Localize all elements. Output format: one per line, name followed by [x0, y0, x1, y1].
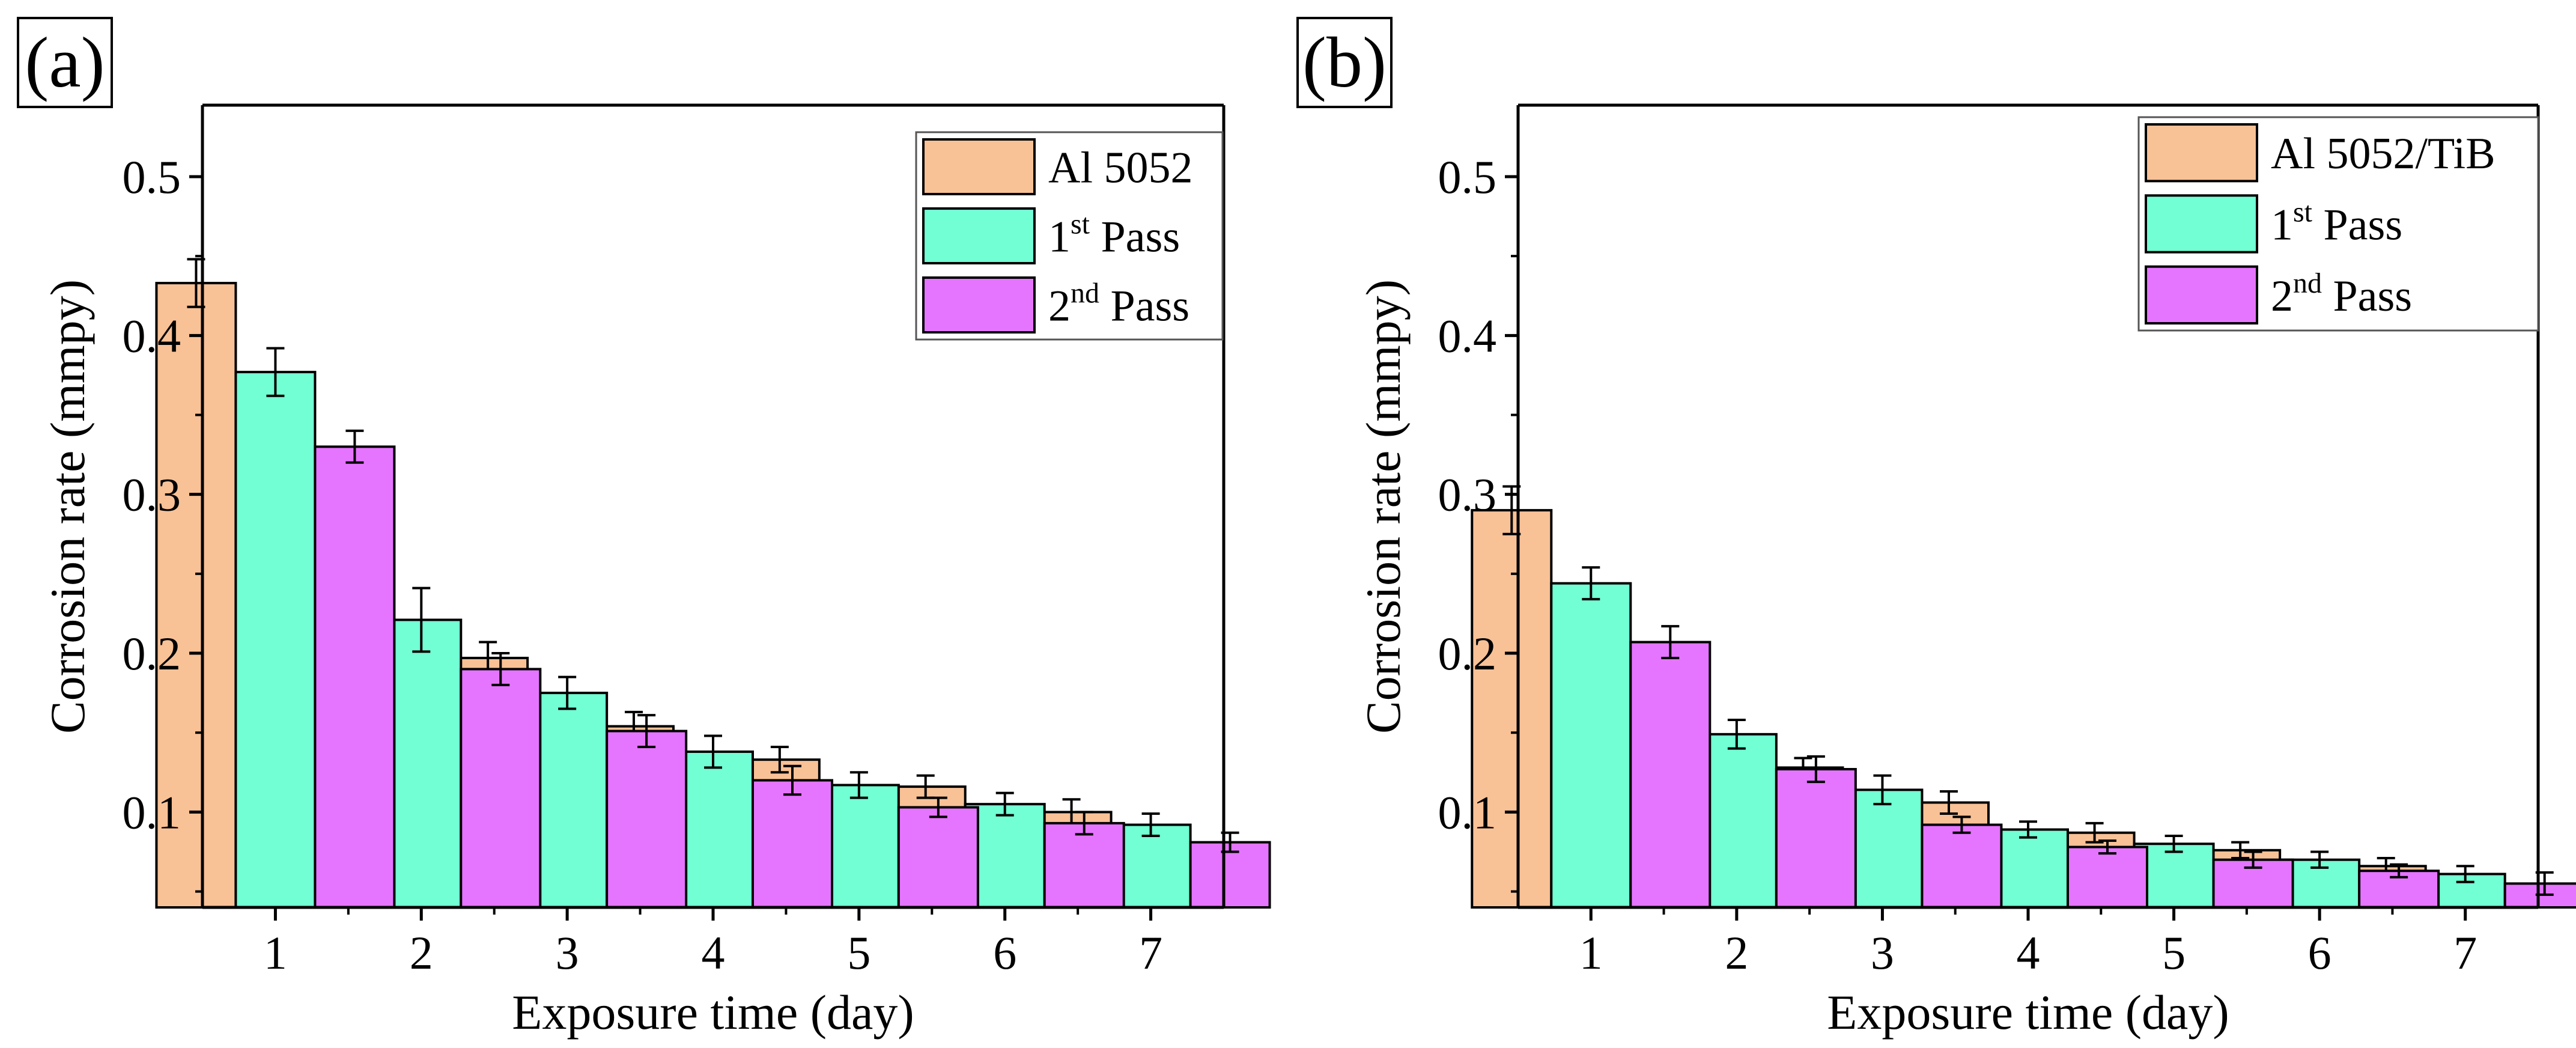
legend-label: 1st Pass: [2271, 196, 2402, 250]
y-tick-label: 0.2: [1438, 627, 1497, 680]
legend-label-sup: st: [2293, 196, 2313, 228]
legend-label-base: Al 5052: [1048, 144, 1193, 193]
x-tick-label: 6: [993, 927, 1016, 979]
legend-label-rest: Pass: [2322, 272, 2412, 321]
panel-tag-box: [1296, 17, 1393, 108]
chart-2: (b) 0.1 0.2 0.3 0.4 0.5 1 2 3 4 5 6 7 Exposure time (…: [1296, 17, 2576, 1040]
x-tick-label: 4: [702, 927, 725, 979]
y-tick-label: 0.1: [1438, 786, 1497, 838]
legend-label-base: 2: [1048, 282, 1071, 331]
panel-label: (a): [25, 22, 105, 102]
bar: [1043, 821, 1125, 909]
legend-swatch: [922, 207, 1036, 264]
legend-label-base: 2: [2271, 272, 2293, 321]
x-tick-label: 2: [1725, 927, 1748, 979]
x-tick-label: 6: [2308, 927, 2331, 979]
x-tick-label: 7: [2453, 927, 2477, 979]
x-axis-title: Exposure time (day): [512, 985, 914, 1040]
y-tick-label: 0.3: [1438, 469, 1497, 521]
y-tick-label: 0.3: [123, 469, 181, 521]
bar: [752, 779, 833, 909]
bar: [2067, 845, 2148, 909]
legend-label-base: 1: [1048, 213, 1071, 262]
chart-1: (a) 0.1 0.2 0.3 0.4 0.5 1 2 3 4 5 6 7 Exposure time (…: [17, 17, 1271, 1040]
bar: [1629, 641, 1712, 909]
legend-label-sup: nd: [1071, 278, 1099, 309]
legend-swatch: [2145, 265, 2258, 324]
x-tick-label: 1: [264, 927, 287, 979]
legend-label-sup: st: [1071, 209, 1090, 240]
bar: [314, 445, 396, 909]
legend-label-rest: Pass: [2312, 201, 2402, 250]
y-tick-label: 0.5: [1438, 151, 1497, 203]
y-tick-label: 0.1: [123, 786, 181, 838]
bar: [897, 806, 979, 909]
legend-swatch: [2145, 194, 2258, 254]
legend-label: 2nd Pass: [2271, 267, 2412, 321]
x-axis-title: Exposure time (day): [1827, 985, 2229, 1040]
x-tick-label: 7: [1139, 927, 1162, 979]
legend-swatch: [922, 138, 1036, 195]
legend-label-rest: Pass: [1099, 282, 1189, 331]
bar: [1189, 841, 1271, 909]
x-tick-label: 5: [2162, 927, 2186, 979]
bar: [234, 371, 317, 909]
legend-label-sup: nd: [2293, 267, 2322, 299]
bar: [1775, 768, 1857, 909]
bar: [155, 282, 237, 909]
y-axis-title: Corrosion rate (mmpy): [1356, 279, 1411, 734]
legend-label-base: Al 5052/TiB: [2271, 129, 2496, 178]
legend-label: Al 5052: [1048, 144, 1193, 193]
bar: [1550, 582, 1632, 909]
x-tick-label: 5: [847, 927, 870, 979]
x-tick-label: 1: [1579, 927, 1603, 979]
bar: [460, 668, 542, 909]
x-tick-label: 3: [1871, 927, 1894, 979]
x-tick-label: 4: [2017, 927, 2040, 979]
bar: [1921, 823, 2003, 909]
panel-tag-box: [17, 17, 113, 108]
x-tick-label: 3: [556, 927, 579, 979]
legend-label: Al 5052/TiB: [2271, 129, 2496, 178]
x-tick-label: 2: [410, 927, 433, 979]
bar: [606, 730, 688, 909]
legend-label: 1st Pass: [1048, 209, 1180, 262]
y-tick-label: 0.4: [123, 309, 181, 362]
legend-label-rest: Pass: [1090, 213, 1180, 262]
legend-label: 2nd Pass: [1048, 278, 1189, 331]
y-axis-title: Corrosion rate (mmpy): [40, 279, 95, 734]
y-tick-label: 0.4: [1438, 309, 1497, 362]
panel-label: (b): [1302, 22, 1387, 102]
legend-swatch: [2145, 123, 2258, 183]
bar: [1471, 509, 1553, 909]
y-tick-label: 0.2: [123, 627, 181, 680]
legend-label-base: 1: [2271, 201, 2293, 250]
y-tick-label: 0.5: [123, 151, 181, 203]
legend-swatch: [922, 276, 1036, 334]
